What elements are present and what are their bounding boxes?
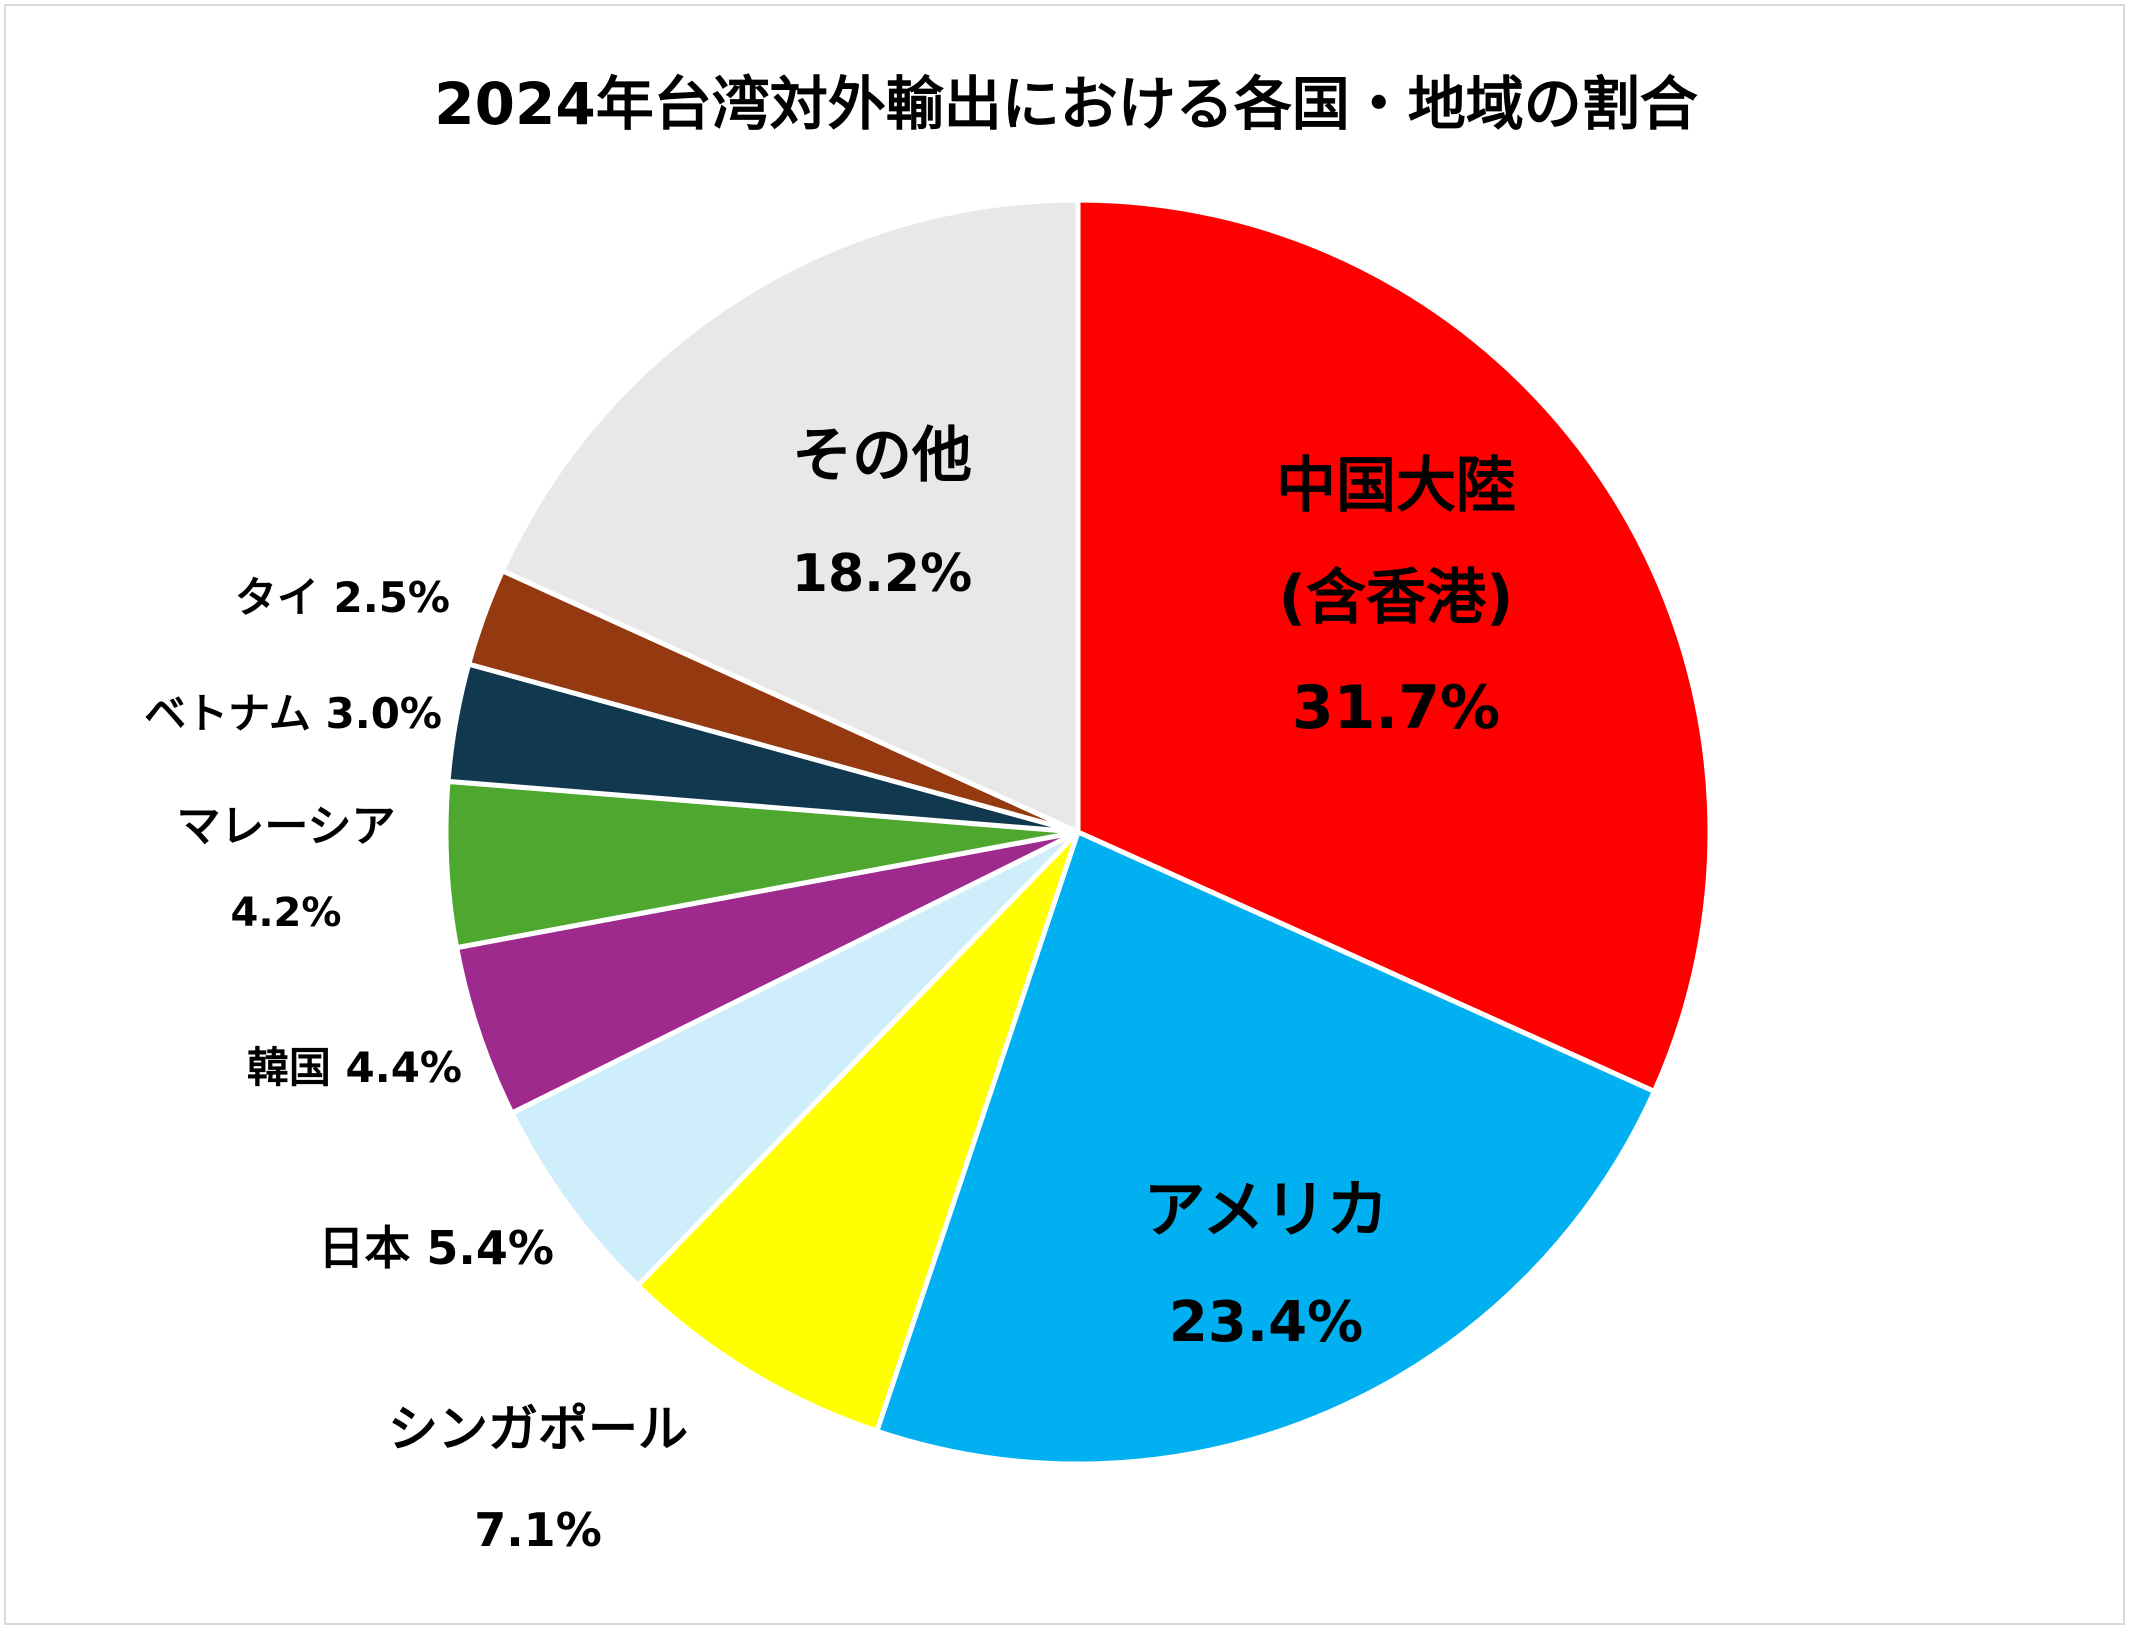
slice-value: 31.7% bbox=[1292, 673, 1500, 743]
slice-label-7: ベトナム 3.0% bbox=[144, 689, 442, 738]
slice-name: シンガポール bbox=[388, 1400, 688, 1458]
slice-value: 7.1% bbox=[474, 1503, 602, 1557]
slice-value: 4.2% bbox=[231, 890, 342, 936]
slice-name: ベトナム bbox=[144, 689, 311, 738]
pie-slices bbox=[443, 197, 1713, 1467]
pie-slice-5 bbox=[454, 829, 1081, 1116]
slice-label-5: 韓国 4.4% bbox=[247, 1043, 462, 1092]
slice-name: (含香港) bbox=[1279, 563, 1514, 633]
slice-label-8: タイ 2.5% bbox=[235, 573, 450, 622]
slice-name: その他 bbox=[792, 421, 972, 491]
chart-frame: 2024年台湾対外輸出における各国・地域の割合 中国大陸 (含香港) 31.7% アメ… bbox=[4, 4, 2125, 1625]
slice-name: タイ bbox=[235, 573, 319, 622]
slice-value: 18.2% bbox=[792, 544, 972, 604]
slice-value: 4.4% bbox=[331, 1043, 462, 1092]
slice-label-2: アメリカ 23.4% bbox=[1144, 1173, 1389, 1355]
pie-slice-2 bbox=[874, 829, 1657, 1467]
slice-name: 日本 bbox=[318, 1221, 410, 1275]
slice-value: 3.0% bbox=[311, 689, 442, 738]
slice-name: 韓国 bbox=[247, 1043, 331, 1092]
pie-labels: 中国大陸 (含香港) 31.7% アメリカ 23.4% シンガポール 7.1% 日本 5.4%… bbox=[144, 421, 1516, 1557]
pie-slice-4 bbox=[509, 829, 1081, 1289]
pie-chart: 2024年台湾対外輸出における各国・地域の割合 中国大陸 (含香港) 31.7% アメ… bbox=[144, 70, 1713, 1557]
slice-name: アメリカ bbox=[1144, 1173, 1389, 1246]
pie-slice-1 bbox=[1075, 197, 1713, 1094]
slice-name: マレーシア bbox=[176, 801, 395, 852]
pie-slice-9 bbox=[500, 197, 1081, 835]
slice-label-4: 日本 5.4% bbox=[318, 1221, 554, 1275]
slice-label-3: シンガポール 7.1% bbox=[388, 1400, 688, 1557]
pie-slice-3 bbox=[635, 829, 1081, 1434]
slice-label-9: その他 18.2% bbox=[792, 421, 972, 604]
slice-value: 5.4% bbox=[410, 1221, 554, 1275]
slice-label-6: マレーシア 4.2% bbox=[176, 801, 395, 936]
slice-value: 23.4% bbox=[1169, 1290, 1363, 1355]
chart-title: 2024年台湾対外輸出における各国・地域の割合 bbox=[434, 70, 1697, 138]
slice-label-1: 中国大陸 (含香港) 31.7% bbox=[1276, 451, 1516, 743]
slice-value: 2.5% bbox=[319, 573, 450, 622]
slice-name: 中国大陸 bbox=[1276, 451, 1516, 521]
